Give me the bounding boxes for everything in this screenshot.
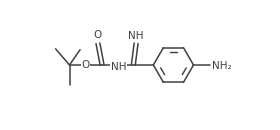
Text: NH: NH [111, 62, 126, 72]
Text: NH₂: NH₂ [212, 61, 232, 71]
Text: NH: NH [128, 31, 144, 41]
Text: O: O [93, 30, 101, 40]
Text: O: O [81, 60, 90, 70]
